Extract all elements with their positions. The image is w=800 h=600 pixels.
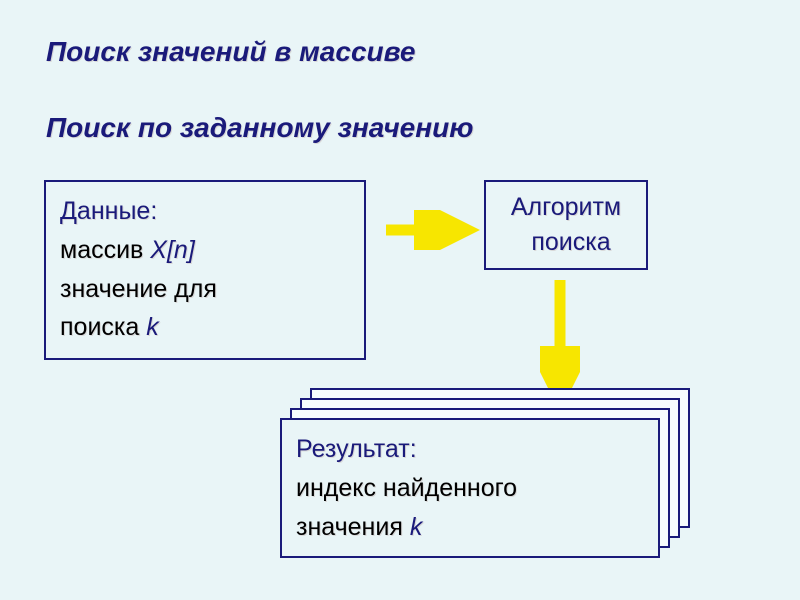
arrow-right-icon xyxy=(380,210,480,250)
data-label: Данные: xyxy=(60,192,350,231)
result-line-value: значения k xyxy=(296,508,644,547)
data-var-xn: X[n] xyxy=(150,236,194,264)
algo-line1: Алгоритм xyxy=(490,190,642,225)
title-search-values: Поиск значений в массиве xyxy=(46,36,415,68)
algorithm-box: Алгоритм поиска xyxy=(484,180,648,270)
result-box: Результат: индекс найденного значения k xyxy=(280,418,660,558)
data-line-value-a: значение для xyxy=(60,270,350,309)
data-var-k: k xyxy=(146,313,159,341)
algo-line2: поиска xyxy=(490,225,642,260)
data-box: Данные: массив X[n] значение для поиска … xyxy=(44,180,366,360)
data-line-value-b-prefix: поиска xyxy=(60,313,146,341)
result-label: Результат: xyxy=(296,430,644,469)
result-var-k: k xyxy=(410,513,423,541)
result-line-index: индекс найденного xyxy=(296,469,644,508)
data-line-array: массив X[n] xyxy=(60,231,350,270)
data-line-value-b: поиска k xyxy=(60,308,350,347)
result-line-value-prefix: значения xyxy=(296,513,410,541)
title-search-by-value: Поиск по заданному значению xyxy=(46,112,473,144)
data-line-array-prefix: массив xyxy=(60,236,150,264)
